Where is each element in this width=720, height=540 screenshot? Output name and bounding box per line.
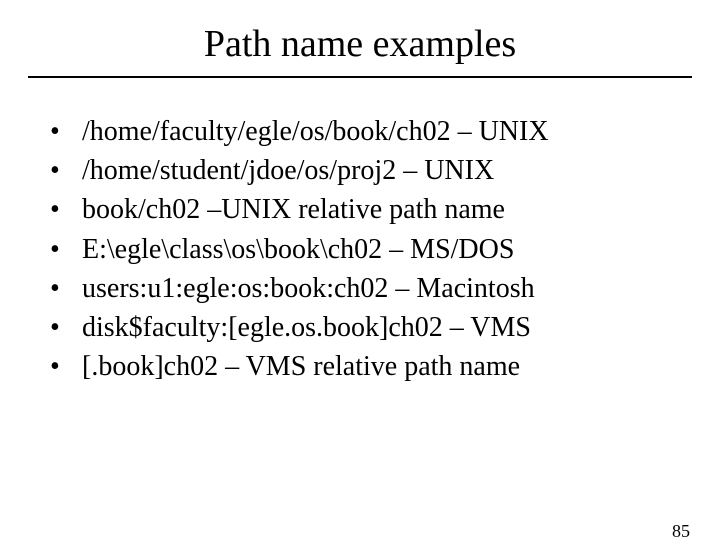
list-item: book/ch02 –UNIX relative path name (50, 190, 720, 229)
page-number: 85 (672, 521, 690, 540)
bullet-list: /home/faculty/egle/os/book/ch02 – UNIX /… (50, 112, 720, 386)
list-item: disk$faculty:[egle.os.book]ch02 – VMS (50, 308, 720, 347)
list-item: /home/student/jdoe/os/proj2 – UNIX (50, 151, 720, 190)
list-item: /home/faculty/egle/os/book/ch02 – UNIX (50, 112, 720, 151)
slide: Path name examples /home/faculty/egle/os… (0, 22, 720, 540)
list-item: [.book]ch02 – VMS relative path name (50, 347, 720, 386)
title-divider (28, 76, 692, 78)
page-title: Path name examples (0, 22, 720, 66)
list-item: users:u1:egle:os:book:ch02 – Macintosh (50, 269, 720, 308)
list-item: E:\egle\class\os\book\ch02 – MS/DOS (50, 230, 720, 269)
